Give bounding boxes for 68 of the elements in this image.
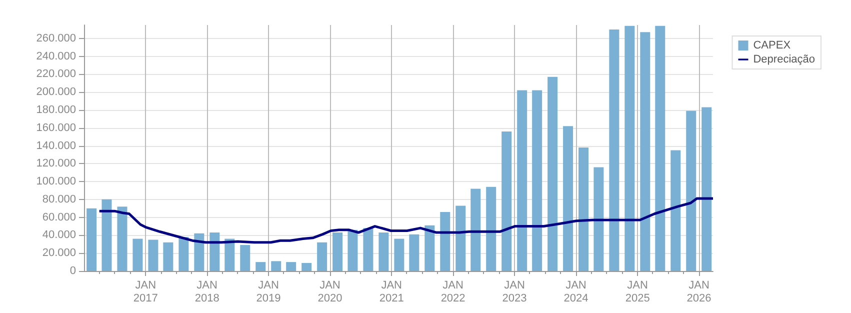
bar bbox=[148, 240, 158, 271]
x-tick-label: JAN 2025 bbox=[625, 280, 650, 304]
bar bbox=[624, 26, 635, 271]
y-tick-label: 240.000 bbox=[36, 50, 76, 62]
bar bbox=[117, 206, 128, 271]
y-tick-label: 40.000 bbox=[42, 229, 76, 242]
bar bbox=[210, 232, 220, 271]
x-tick-label: JAN 2022 bbox=[440, 280, 466, 304]
bar bbox=[670, 150, 681, 271]
bar bbox=[486, 186, 496, 271]
bar bbox=[686, 110, 696, 271]
y-tick-label: 20.000 bbox=[42, 247, 76, 260]
y-tick-label: 180.000 bbox=[36, 104, 76, 116]
y-tick-label: 0 bbox=[70, 265, 76, 277]
bar bbox=[456, 206, 466, 271]
line-series bbox=[98, 197, 714, 244]
y-tick-label: 120.000 bbox=[36, 158, 76, 170]
bar bbox=[102, 199, 112, 271]
y-tick-label: 200.000 bbox=[36, 86, 76, 98]
bar bbox=[702, 107, 712, 271]
bar bbox=[224, 238, 235, 271]
bar bbox=[548, 76, 558, 271]
bar bbox=[378, 232, 389, 271]
y-tick-label: 80.000 bbox=[42, 193, 76, 206]
bar bbox=[440, 212, 450, 271]
x-tick-label: JAN 2018 bbox=[194, 280, 220, 304]
bar bbox=[163, 242, 174, 271]
y-tick-label: 260.000 bbox=[36, 32, 76, 44]
y-tick-label: 220.000 bbox=[36, 68, 76, 80]
bar bbox=[271, 261, 282, 271]
bar bbox=[578, 148, 589, 271]
x-tick-label: JAN 2020 bbox=[318, 280, 342, 304]
bar bbox=[424, 225, 435, 271]
legend-label: CAPEX bbox=[753, 40, 792, 52]
bar bbox=[240, 245, 250, 271]
bar bbox=[132, 238, 143, 271]
y-tick-label: 100.000 bbox=[36, 176, 76, 188]
bar bbox=[332, 232, 343, 271]
bar bbox=[317, 242, 328, 271]
bar bbox=[655, 26, 666, 271]
bar bbox=[609, 29, 620, 271]
bar bbox=[302, 262, 312, 271]
x-tick-label: JAN 2026 bbox=[686, 280, 712, 304]
bar bbox=[640, 32, 650, 271]
bar bbox=[563, 126, 574, 271]
x-tick-label: JAN 2019 bbox=[256, 280, 281, 304]
x-tick-label: JAN 2017 bbox=[133, 280, 158, 304]
bar bbox=[194, 233, 204, 271]
bar bbox=[517, 90, 528, 271]
legend-label: Depreciação bbox=[753, 54, 816, 66]
x-tick-label: JAN 2023 bbox=[502, 280, 527, 304]
y-tick-label: 140.000 bbox=[36, 140, 76, 152]
y-tick-label: 60.000 bbox=[42, 211, 76, 224]
bar bbox=[348, 230, 358, 271]
bar bbox=[594, 167, 604, 271]
bar bbox=[470, 188, 481, 271]
x-tick-label: JAN 2021 bbox=[379, 280, 404, 304]
bar bbox=[286, 262, 296, 271]
x-tick-label: JAN 2024 bbox=[564, 280, 588, 304]
y-tick-label: 160.000 bbox=[36, 122, 76, 134]
bar bbox=[502, 131, 512, 271]
bar bbox=[394, 238, 404, 271]
bar bbox=[409, 234, 420, 271]
bar bbox=[178, 237, 189, 271]
bar bbox=[363, 228, 374, 271]
bar bbox=[86, 208, 97, 271]
bar bbox=[256, 262, 266, 271]
bar bbox=[532, 90, 542, 271]
